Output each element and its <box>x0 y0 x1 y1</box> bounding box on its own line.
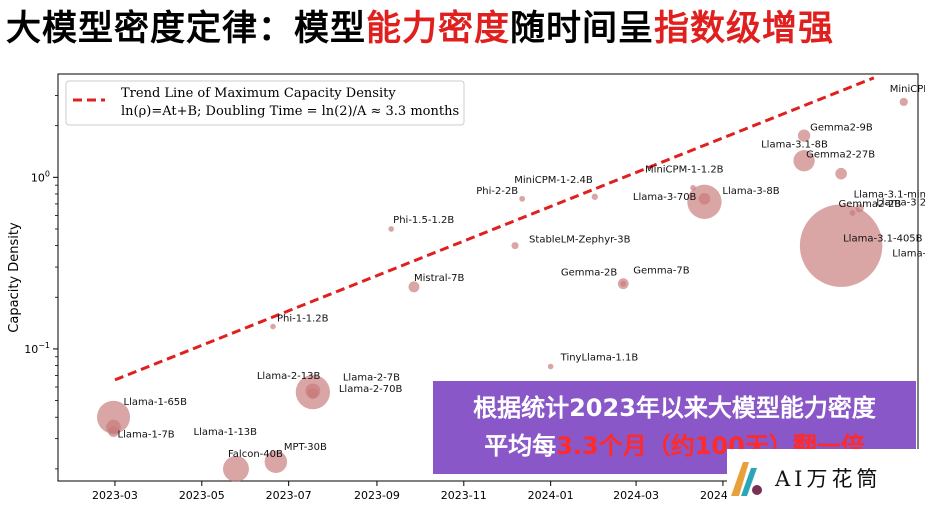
data-point-label: MiniCPM-1-1.2B <box>645 165 724 176</box>
data-point <box>270 323 276 330</box>
x-tick-label: 2024-03 <box>613 489 659 502</box>
data-point <box>388 226 394 232</box>
data-point <box>223 455 249 482</box>
callout-line-1: 根据统计2023年以来大模型能力密度 <box>473 394 876 422</box>
data-point-label: StableLM-Zephyr-3B <box>529 235 631 246</box>
legend-line-2: ln(ρ)=At+B; Doubling Time = ln(2)/A ≈ 3.… <box>121 104 459 119</box>
watermark-logo-icon <box>731 462 762 496</box>
data-point-label: Gemma-2B <box>561 268 617 279</box>
data-point-label: Llama-3.1-8B <box>761 140 828 151</box>
callout-line-2-a: 平均每 <box>484 432 557 460</box>
data-point <box>690 184 696 191</box>
data-point <box>835 167 847 180</box>
data-point <box>698 192 711 205</box>
legend-box <box>65 80 465 126</box>
title-part-2: 能力密度 <box>366 9 511 49</box>
data-point-label: MPT-30B <box>284 442 327 453</box>
data-point-label: Phi-1-1.2B <box>277 314 329 325</box>
data-point-label: Llama-3.1-minitron-4B <box>854 189 925 200</box>
data-point <box>849 210 856 216</box>
data-point <box>511 242 519 250</box>
data-point-label: Llama-2-70B <box>339 384 403 395</box>
data-point-label: Llama-3.2-1B <box>892 249 925 260</box>
data-point <box>408 281 420 293</box>
data-point <box>519 195 526 202</box>
x-tick-label: 2023-09 <box>354 489 400 502</box>
watermark: AI万花筒 <box>727 449 925 507</box>
data-point-label: Phi-1.5-1.2B <box>393 215 454 226</box>
data-point-label: Gemma2-2B <box>839 199 902 210</box>
y-tick-label: 100 <box>31 169 50 184</box>
x-tick-label: 2024-01 <box>528 489 574 502</box>
data-point <box>855 204 864 213</box>
data-point-label: Llama-3-70B <box>633 192 697 203</box>
title-part-1: 大模型密度定律：模型 <box>6 9 367 49</box>
title-part-4: 指数级增强 <box>654 9 835 49</box>
data-point-label: Phi-2-2B <box>476 186 518 197</box>
data-point-label: Llama-2-7B <box>343 372 400 383</box>
data-point <box>899 97 908 107</box>
x-tick-label: 2023-05 <box>179 489 225 502</box>
title-part-3: 随时间呈 <box>510 9 655 49</box>
data-point <box>547 363 554 370</box>
y-tick-label: 10−1 <box>24 341 50 356</box>
data-point <box>264 450 288 474</box>
data-point-label: MiniCPM-3-4B <box>890 84 925 95</box>
data-point <box>307 388 319 399</box>
data-point-label: MiniCPM-1-2.4B <box>514 175 593 186</box>
legend-line-1: Trend Line of Maximum Capacity Density <box>121 86 396 101</box>
data-point-label: Llama-3.1-405B <box>843 234 923 245</box>
data-point-label: Llama-1-13B <box>194 427 258 438</box>
x-tick-label: 2023-07 <box>266 489 312 502</box>
data-point-label: TinyLlama-1.1B <box>560 353 639 364</box>
data-point-label: Llama-1-65B <box>124 397 188 408</box>
data-point-label: Gemma-7B <box>633 266 689 277</box>
data-point-label: Mistral-7B <box>414 273 465 284</box>
data-point-label: Gemma2-27B <box>806 150 875 161</box>
trend-line <box>114 76 875 382</box>
data-point-label: Gemma2-9B <box>810 123 873 134</box>
data-point <box>797 129 811 142</box>
watermark-text: AI万花筒 <box>775 467 882 491</box>
data-point <box>799 204 883 287</box>
x-tick-label: 2023-11 <box>441 489 487 502</box>
data-point-label: Llama-3-8B <box>722 186 779 197</box>
data-point <box>620 280 627 287</box>
x-tick-label: 2023-03 <box>92 489 138 502</box>
data-point <box>97 400 131 434</box>
data-point-label: Llama-3.2-3B <box>876 197 925 208</box>
data-point <box>108 426 119 437</box>
data-point-label: Llama-2-13B <box>257 371 321 382</box>
y-axis-label: Capacity Density <box>7 222 22 333</box>
data-point <box>793 150 815 172</box>
data-point-label: Llama-1-7B <box>118 430 175 441</box>
data-point-label: Falcon-40B <box>228 449 283 460</box>
data-point <box>591 193 598 200</box>
slide-title: 大模型密度定律：模型能力密度随时间呈指数级增强 <box>6 4 834 54</box>
